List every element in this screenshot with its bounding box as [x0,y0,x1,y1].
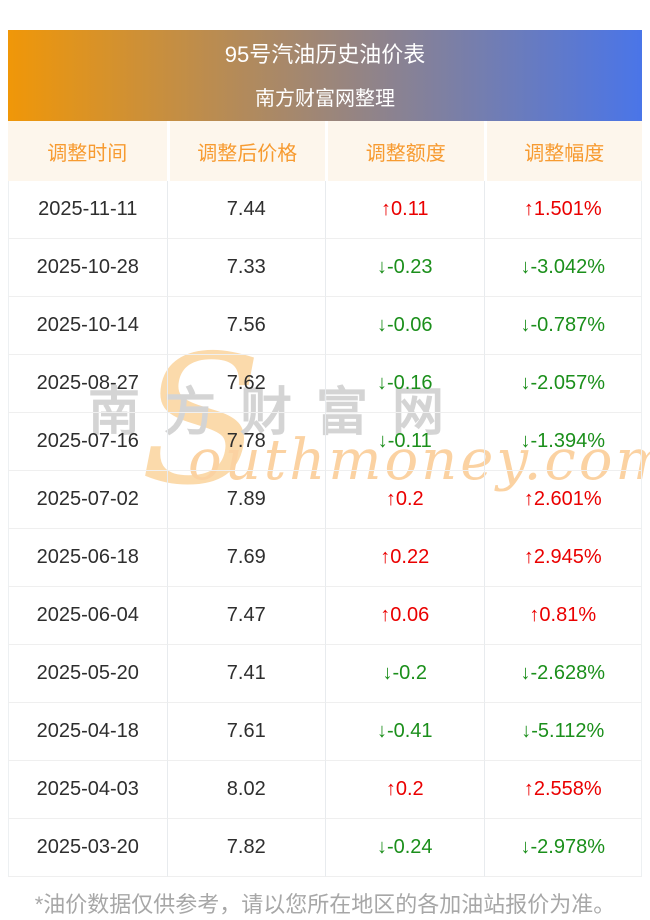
table-row: 2025-07-16 7.78 ↓-0.11 ↓-1.394% [8,413,642,471]
cell-pct: ↓-1.394% [483,413,642,471]
cell-date: 2025-11-11 [8,181,167,239]
cell-date: 2025-08-27 [8,355,167,413]
cell-price: 7.78 [166,413,325,471]
table-row: 2025-10-28 7.33 ↓-0.23 ↓-3.042% [8,239,642,297]
cell-price: 7.47 [166,587,325,645]
table-row: 2025-04-18 7.61 ↓-0.41 ↓-5.112% [8,703,642,761]
column-header-pct: 调整幅度 [483,121,642,181]
page-title: 95号汽油历史油价表 [224,42,426,67]
cell-date: 2025-07-16 [8,413,167,471]
column-header-change: 调整额度 [325,121,484,181]
cell-pct: ↑0.81% [483,587,642,645]
cell-change: ↑0.2 [325,471,484,529]
cell-date: 2025-03-20 [8,819,167,877]
cell-pct: ↑1.501% [483,181,642,239]
cell-pct: ↓-5.112% [483,703,642,761]
table-row: 2025-04-03 8.02 ↑0.2 ↑2.558% [8,761,642,819]
cell-price: 7.82 [166,819,325,877]
cell-pct: ↓-2.057% [483,355,642,413]
cell-price: 7.41 [166,645,325,703]
cell-price: 7.56 [166,297,325,355]
column-header-price: 调整后价格 [166,121,325,181]
cell-pct: ↑2.601% [483,471,642,529]
cell-change: ↓-0.16 [325,355,484,413]
cell-change: ↑0.06 [325,587,484,645]
cell-pct: ↑2.945% [483,529,642,587]
cell-change: ↓-0.11 [325,413,484,471]
cell-pct: ↓-0.787% [483,297,642,355]
cell-price: 7.69 [166,529,325,587]
table-row: 2025-10-14 7.56 ↓-0.06 ↓-0.787% [8,297,642,355]
cell-change: ↓-0.41 [325,703,484,761]
table-row: 2025-03-20 7.82 ↓-0.24 ↓-2.978% [8,819,642,877]
cell-price: 7.62 [166,355,325,413]
table-row: 2025-05-20 7.41 ↓-0.2 ↓-2.628% [8,645,642,703]
cell-date: 2025-04-18 [8,703,167,761]
cell-change: ↓-0.23 [325,239,484,297]
cell-date: 2025-04-03 [8,761,167,819]
table-header: 调整时间 调整后价格 调整额度 调整幅度 [8,121,642,181]
cell-date: 2025-05-20 [8,645,167,703]
cell-price: 7.33 [166,239,325,297]
table-row: 2025-07-02 7.89 ↑0.2 ↑2.601% [8,471,642,529]
table-row: 2025-06-04 7.47 ↑0.06 ↑0.81% [8,587,642,645]
price-history-table: 调整时间 调整后价格 调整额度 调整幅度 2025-11-11 7.44 ↑0.… [8,121,642,877]
cell-price: 7.89 [166,471,325,529]
cell-change: ↓-0.24 [325,819,484,877]
table-row: 2025-08-27 7.62 ↓-0.16 ↓-2.057% [8,355,642,413]
page-subtitle: 南方财富网整理 [255,88,395,110]
table-row: 2025-06-18 7.69 ↑0.22 ↑2.945% [8,529,642,587]
cell-date: 2025-06-18 [8,529,167,587]
cell-change: ↓-0.2 [325,645,484,703]
column-header-date: 调整时间 [8,121,167,181]
cell-price: 7.44 [166,181,325,239]
cell-pct: ↓-2.978% [483,819,642,877]
cell-pct: ↑2.558% [483,761,642,819]
cell-change: ↑0.22 [325,529,484,587]
table-row: 2025-11-11 7.44 ↑0.11 ↑1.501% [8,181,642,239]
cell-price: 8.02 [166,761,325,819]
cell-change: ↑0.11 [325,181,484,239]
footnote: *油价数据仅供参考，请以您所在地区的各加油站报价为准。 [34,892,616,917]
cell-change: ↓-0.06 [325,297,484,355]
cell-price: 7.61 [166,703,325,761]
cell-pct: ↓-2.628% [483,645,642,703]
table-header-row: 调整时间 调整后价格 调整额度 调整幅度 [8,121,642,181]
banner: 95号汽油历史油价表 南方财富网整理 [8,30,642,121]
cell-date: 2025-10-14 [8,297,167,355]
table-body: 2025-11-11 7.44 ↑0.11 ↑1.501% 2025-10-28… [8,181,642,877]
cell-date: 2025-06-04 [8,587,167,645]
cell-pct: ↓-3.042% [483,239,642,297]
cell-date: 2025-07-02 [8,471,167,529]
cell-date: 2025-10-28 [8,239,167,297]
cell-change: ↑0.2 [325,761,484,819]
